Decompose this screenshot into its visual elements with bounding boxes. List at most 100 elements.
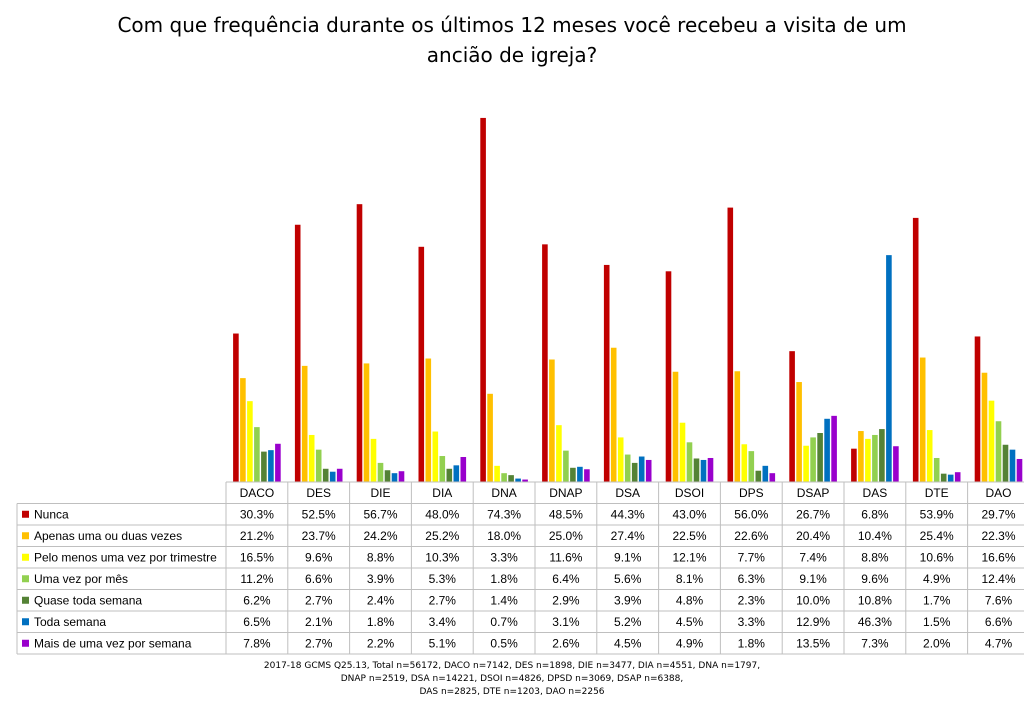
- table-cell-quase-toda-semana-dia: 2.7%: [429, 593, 457, 607]
- bar-pelo-menos-uma-vez-por-trimestre-dnap: [556, 425, 562, 482]
- bar-uma-vez-por-mes-dsa: [624, 454, 631, 482]
- table-cell-quase-toda-semana-dsa: 3.9%: [614, 593, 642, 607]
- table-cell-nunca-dsoi: 43.0%: [672, 507, 706, 521]
- table-cell-mais-de-uma-vez-por-semana-dte: 2.0%: [923, 636, 951, 650]
- table-cell-apenas-uma-ou-duas-vezes-dsoi: 22.5%: [672, 529, 706, 543]
- legend-label-nunca: Nunca: [34, 507, 69, 521]
- table-cell-quase-toda-semana-dao: 7.6%: [985, 593, 1013, 607]
- bar-mais-de-uma-vez-por-semana-des: [336, 468, 343, 482]
- table-cell-pelo-menos-uma-vez-por-trimestre-dsoi: 12.1%: [672, 550, 706, 564]
- table-cell-toda-semana-dia: 3.4%: [429, 615, 457, 629]
- legend-label-toda-semana: Toda semana: [34, 615, 106, 629]
- table-cell-toda-semana-dna: 0.7%: [490, 615, 518, 629]
- legend-label-uma-vez-por-mes: Uma vez por mês: [34, 572, 128, 586]
- table-cell-uma-vez-por-mes-daco: 11.2%: [240, 572, 273, 586]
- legend-swatch-pelo-menos-uma-vez-por-trimestre: [22, 553, 29, 561]
- bar-mais-de-uma-vez-por-semana-dsa: [645, 459, 652, 482]
- table-cell-mais-de-uma-vez-por-semana-dna: 0.5%: [490, 636, 518, 650]
- bar-uma-vez-por-mes-des: [315, 449, 322, 482]
- category-label-dsap: DSAP: [797, 486, 830, 500]
- category-label-dnap: DNAP: [549, 486, 582, 500]
- category-label-dna: DNA: [491, 486, 516, 500]
- bar-apenas-uma-ou-duas-vezes-des: [301, 365, 308, 482]
- category-label-dps: DPS: [739, 486, 764, 500]
- table-cell-nunca-die: 56.7%: [363, 507, 397, 521]
- bar-toda-semana-dnap: [577, 466, 583, 482]
- bar-pelo-menos-uma-vez-por-trimestre-dna: [494, 465, 500, 482]
- table-cell-apenas-uma-ou-duas-vezes-dia: 25.2%: [425, 529, 459, 543]
- bar-apenas-uma-ou-duas-vezes-dna: [487, 393, 493, 482]
- table-cell-nunca-dna: 74.3%: [487, 507, 521, 521]
- table-cell-mais-de-uma-vez-por-semana-dia: 5.1%: [429, 636, 457, 650]
- bar-nunca-dao: [974, 336, 981, 482]
- table-cell-pelo-menos-uma-vez-por-trimestre-dte: 10.6%: [920, 550, 954, 564]
- bar-nunca-dte: [912, 217, 919, 482]
- footnote-line-2: DNAP n=2519, DSA n=14221, DSOI n=4826, D…: [340, 674, 684, 684]
- footnote-line-3: DAS n=2825, DTE n=1203, DAO n=2256: [419, 687, 605, 697]
- bar-quase-toda-semana-dna: [508, 475, 514, 482]
- table-cell-mais-de-uma-vez-por-semana-dsoi: 4.9%: [676, 636, 704, 650]
- table-cell-nunca-dao: 29.7%: [981, 507, 1015, 521]
- bar-quase-toda-semana-des: [322, 468, 329, 482]
- bar-toda-semana-dsoi: [700, 459, 707, 482]
- bar-mais-de-uma-vez-por-semana-daco: [275, 443, 281, 482]
- legend-swatch-quase-toda-semana: [22, 596, 29, 604]
- table-cell-apenas-uma-ou-duas-vezes-die: 24.2%: [363, 529, 397, 543]
- table-cell-uma-vez-por-mes-dia: 5.3%: [429, 572, 457, 586]
- bar-toda-semana-dps: [762, 465, 769, 482]
- bar-uma-vez-por-mes-dna: [501, 473, 507, 482]
- table-cell-toda-semana-die: 1.8%: [367, 615, 395, 629]
- category-label-dao: DAO: [985, 486, 1011, 500]
- table-cell-uma-vez-por-mes-dao: 12.4%: [981, 572, 1015, 586]
- bar-quase-toda-semana-das: [879, 429, 885, 482]
- table-cell-mais-de-uma-vez-por-semana-das: 7.3%: [861, 636, 889, 650]
- table-cell-quase-toda-semana-dnap: 2.9%: [552, 593, 580, 607]
- bar-uma-vez-por-mes-das: [872, 434, 878, 482]
- bar-nunca-dia: [418, 246, 425, 482]
- legend-swatch-toda-semana: [22, 618, 29, 626]
- table-cell-toda-semana-das: 46.3%: [858, 615, 892, 629]
- bar-quase-toda-semana-dia: [446, 468, 453, 482]
- bar-mais-de-uma-vez-por-semana-dps: [769, 473, 776, 482]
- table-cell-nunca-das: 6.8%: [861, 507, 889, 521]
- table-cell-nunca-dnap: 48.5%: [549, 507, 583, 521]
- bar-mais-de-uma-vez-por-semana-dna: [522, 479, 528, 482]
- table-cell-apenas-uma-ou-duas-vezes-daco: 21.2%: [240, 529, 274, 543]
- bar-toda-semana-dia: [453, 465, 460, 482]
- table-cell-uma-vez-por-mes-dna: 1.8%: [490, 572, 518, 586]
- table-cell-toda-semana-dte: 1.5%: [923, 615, 951, 629]
- table-cell-nunca-dsa: 44.3%: [611, 507, 645, 521]
- table-cell-mais-de-uma-vez-por-semana-die: 2.2%: [367, 636, 395, 650]
- bar-apenas-uma-ou-duas-vezes-dps: [734, 371, 741, 482]
- bar-quase-toda-semana-die: [384, 470, 391, 482]
- table-cell-uma-vez-por-mes-dps: 6.3%: [738, 572, 766, 586]
- table-cell-apenas-uma-ou-duas-vezes-dsap: 20.4%: [796, 529, 830, 543]
- table-cell-pelo-menos-uma-vez-por-trimestre-das: 8.8%: [861, 550, 889, 564]
- bar-apenas-uma-ou-duas-vezes-dsap: [796, 382, 802, 482]
- bar-quase-toda-semana-dsoi: [693, 458, 700, 482]
- bar-pelo-menos-uma-vez-por-trimestre-dia: [432, 431, 439, 482]
- footnote-line-1: 2017-18 GCMS Q25.13, Total n=56172, DACO…: [263, 661, 761, 671]
- legend-label-quase-toda-semana: Quase toda semana: [34, 593, 142, 607]
- table-cell-toda-semana-des: 2.1%: [305, 615, 333, 629]
- legend-label-apenas-uma-ou-duas-vezes: Apenas uma ou duas vezes: [34, 529, 182, 543]
- legend-label-pelo-menos-uma-vez-por-trimestre: Pelo menos uma vez por trimestre: [34, 550, 217, 564]
- table-cell-toda-semana-dsoi: 4.5%: [676, 615, 704, 629]
- table-cell-uma-vez-por-mes-die: 3.9%: [367, 572, 395, 586]
- table-cell-nunca-daco: 30.3%: [240, 507, 274, 521]
- bar-toda-semana-daco: [268, 450, 274, 482]
- bar-uma-vez-por-mes-dte: [933, 457, 940, 482]
- bar-pelo-menos-uma-vez-por-trimestre-daco: [247, 401, 253, 482]
- table-cell-mais-de-uma-vez-por-semana-dnap: 2.6%: [552, 636, 580, 650]
- bar-nunca-dsa: [603, 264, 610, 482]
- table-cell-mais-de-uma-vez-por-semana-dsa: 4.5%: [614, 636, 642, 650]
- bar-quase-toda-semana-dnap: [570, 467, 576, 482]
- bar-uma-vez-por-mes-daco: [254, 427, 260, 482]
- chart-title: Com que frequência durante os últimos 12…: [0, 10, 1024, 70]
- bar-nunca-das: [851, 448, 857, 482]
- bar-apenas-uma-ou-duas-vezes-dsa: [610, 347, 617, 482]
- legend-swatch-nunca: [22, 510, 29, 518]
- bar-mais-de-uma-vez-por-semana-dnap: [584, 469, 590, 482]
- table-cell-quase-toda-semana-das: 10.8%: [858, 593, 892, 607]
